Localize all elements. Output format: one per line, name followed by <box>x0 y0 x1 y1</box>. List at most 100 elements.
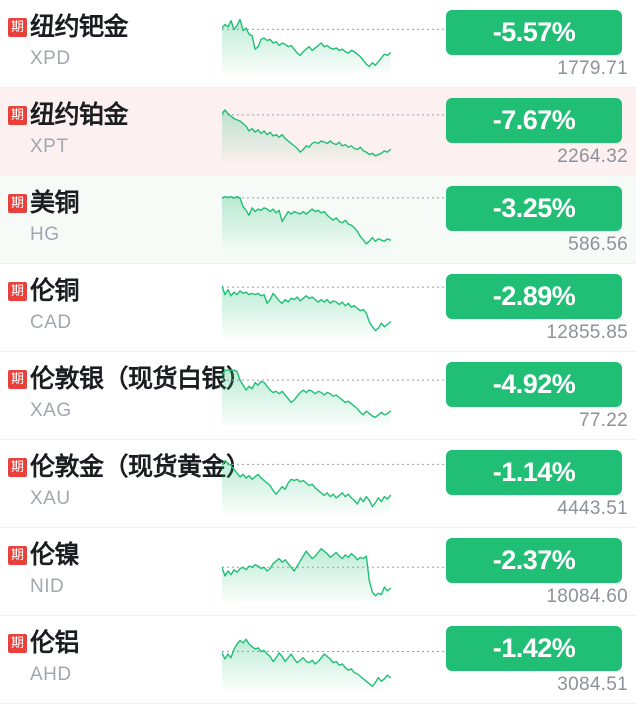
sparkline-chart[interactable] <box>222 360 448 432</box>
sparkline-svg <box>222 109 448 162</box>
instrument-name-line: 期伦镍 <box>8 540 218 570</box>
quote-row[interactable]: 期伦铜 CAD -2.89% 12855.85 <box>0 264 636 352</box>
change-percent-badge[interactable]: -1.42% <box>446 626 622 671</box>
instrument-name: 伦敦金（现货黄金） <box>30 453 251 481</box>
futures-type-badge: 期 <box>8 369 27 389</box>
sparkline-line <box>222 109 392 157</box>
sparkline-chart[interactable] <box>222 184 448 256</box>
quote-row[interactable]: 期伦铝 AHD -1.42% 3084.51 <box>0 616 636 704</box>
futures-type-badge: 期 <box>8 457 27 477</box>
quote-row[interactable]: 期伦敦金（现货黄金） XAU -1.14% 4443.51 <box>0 440 636 528</box>
futures-type-badge: 期 <box>8 17 27 37</box>
futures-type-badge: 期 <box>8 281 27 301</box>
instrument-name-block: 期美铜 HG <box>8 188 218 246</box>
change-percent-badge[interactable]: -4.92% <box>446 362 622 407</box>
sparkline-chart[interactable] <box>222 448 448 520</box>
last-price: 1779.71 <box>557 58 628 79</box>
instrument-name-line: 期伦铜 <box>8 276 218 306</box>
last-price: 77.22 <box>578 410 628 431</box>
quote-values-block: -2.37% 18084.60 <box>446 528 628 616</box>
instrument-name-block: 期伦镍 NID <box>8 540 218 598</box>
instrument-name: 伦铝 <box>30 629 80 657</box>
sparkline-line <box>222 369 392 419</box>
instrument-name-line: 期纽约铂金 <box>8 100 218 130</box>
sparkline-line <box>222 638 392 687</box>
instrument-name-block: 期伦铝 AHD <box>8 628 218 686</box>
quote-row[interactable]: 期美铜 HG -3.25% 586.56 <box>0 176 636 264</box>
instrument-name-block: 期伦敦银（现货白银） XAG <box>8 364 251 422</box>
instrument-code: XPD <box>30 48 71 69</box>
instrument-name: 伦敦银（现货白银） <box>30 365 251 393</box>
change-percent-badge[interactable]: -5.57% <box>446 10 622 55</box>
sparkline-area <box>222 370 391 426</box>
futures-type-badge: 期 <box>8 193 27 213</box>
quote-values-block: -1.42% 3084.51 <box>446 616 628 704</box>
futures-type-badge: 期 <box>8 545 27 565</box>
last-price: 2264.32 <box>557 146 628 167</box>
sparkline-line <box>222 18 392 68</box>
sparkline-line <box>222 547 392 597</box>
sparkline-svg <box>222 18 448 74</box>
sparkline-svg <box>222 285 448 338</box>
futures-type-badge: 期 <box>8 633 27 653</box>
sparkline-svg <box>222 195 448 250</box>
instrument-name-block: 期伦铜 CAD <box>8 276 218 334</box>
quote-values-block: -2.89% 12855.85 <box>446 264 628 352</box>
sparkline-line <box>222 195 392 245</box>
quote-row[interactable]: 期纽约铂金 XPT -7.67% 2264.32 <box>0 88 636 176</box>
quote-values-block: -7.67% 2264.32 <box>446 88 628 176</box>
quote-row[interactable]: 期伦镍 NID -2.37% 18084.60 <box>0 528 636 616</box>
futures-type-badge: 期 <box>8 105 27 125</box>
last-price: 18084.60 <box>546 586 628 607</box>
sparkline-area <box>222 109 391 162</box>
instrument-name: 纽约铂金 <box>30 101 129 129</box>
instrument-name-line: 期纽约钯金 <box>8 12 218 42</box>
quote-row[interactable]: 期伦敦银（现货白银） XAG -4.92% 77.22 <box>0 352 636 440</box>
sparkline-svg <box>222 638 448 690</box>
change-percent-badge[interactable]: -1.14% <box>446 450 622 495</box>
instrument-name: 伦镍 <box>30 541 80 569</box>
instrument-code: AHD <box>30 664 72 685</box>
instrument-name: 纽约钯金 <box>30 13 129 41</box>
sparkline-area <box>222 196 391 250</box>
last-price: 3084.51 <box>557 674 628 695</box>
quote-values-block: -5.57% 1779.71 <box>446 0 628 88</box>
sparkline-svg <box>222 369 448 426</box>
sparkline-area <box>222 285 391 338</box>
instrument-name-line: 期美铜 <box>8 188 218 218</box>
sparkline-chart[interactable] <box>222 536 448 608</box>
quote-values-block: -3.25% 586.56 <box>446 176 628 264</box>
instrument-code: HG <box>30 224 60 245</box>
last-price: 586.56 <box>568 234 628 255</box>
instrument-code: CAD <box>30 312 72 333</box>
change-percent-badge[interactable]: -3.25% <box>446 186 622 231</box>
instrument-name-block: 期纽约钯金 XPD <box>8 12 218 70</box>
last-price: 4443.51 <box>557 498 628 519</box>
sparkline-line <box>222 459 392 508</box>
sparkline-svg <box>222 547 448 602</box>
quote-row[interactable]: 期纽约钯金 XPD -5.57% 1779.71 <box>0 0 636 88</box>
instrument-name-line: 期伦敦银（现货白银） <box>8 364 251 394</box>
change-percent-badge[interactable]: -2.37% <box>446 538 622 583</box>
last-price: 12855.85 <box>546 322 628 343</box>
sparkline-chart[interactable] <box>222 8 448 80</box>
instrument-code: XPT <box>30 136 69 157</box>
instrument-name: 美铜 <box>30 189 80 217</box>
sparkline-area <box>222 548 391 602</box>
instrument-name-block: 期伦敦金（现货黄金） XAU <box>8 452 251 510</box>
sparkline-area <box>222 639 391 690</box>
instrument-name-line: 期伦铝 <box>8 628 218 658</box>
sparkline-chart[interactable] <box>222 624 448 696</box>
sparkline-chart[interactable] <box>222 96 448 168</box>
sparkline-area <box>222 19 391 74</box>
instrument-code: XAU <box>30 488 71 509</box>
sparkline-line <box>222 285 392 332</box>
change-percent-badge[interactable]: -2.89% <box>446 274 622 319</box>
instrument-name-block: 期纽约铂金 XPT <box>8 100 218 158</box>
change-percent-badge[interactable]: -7.67% <box>446 98 622 143</box>
instrument-code: NID <box>30 576 65 597</box>
sparkline-chart[interactable] <box>222 272 448 344</box>
quote-values-block: -1.14% 4443.51 <box>446 440 628 528</box>
sparkline-area <box>222 460 391 514</box>
